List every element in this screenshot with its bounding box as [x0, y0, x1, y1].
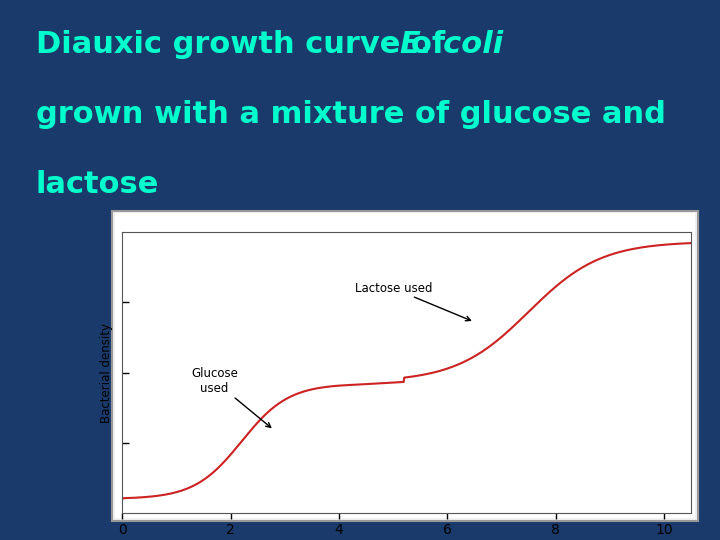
Y-axis label: Bacterial density: Bacterial density	[100, 322, 113, 423]
Text: E. coli: E. coli	[400, 30, 503, 59]
Text: grown with a mixture of glucose and: grown with a mixture of glucose and	[36, 100, 666, 129]
Text: lactose: lactose	[36, 170, 159, 199]
Text: Diauxic growth curve of: Diauxic growth curve of	[36, 30, 456, 59]
Text: Lactose used: Lactose used	[354, 282, 470, 321]
Text: Glucose
used: Glucose used	[191, 367, 271, 427]
